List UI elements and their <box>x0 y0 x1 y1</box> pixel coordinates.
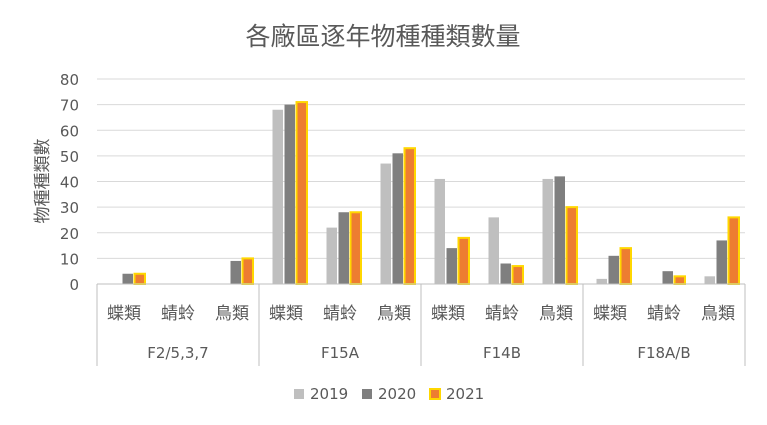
bar <box>434 178 445 284</box>
bar <box>284 104 295 284</box>
bars <box>122 101 740 285</box>
bar <box>619 247 632 285</box>
bar <box>565 206 578 285</box>
bar <box>403 147 416 285</box>
x-group-label: F18A/B <box>637 344 690 362</box>
gridlines <box>97 78 745 259</box>
bar <box>446 248 457 284</box>
legend-swatch <box>429 388 441 400</box>
bar <box>662 271 673 284</box>
y-tick-label: 0 <box>69 276 79 294</box>
bar <box>230 260 241 284</box>
chart-title: 各廠區逐年物種種類數量 <box>245 22 520 51</box>
x-group-label: F15A <box>321 344 360 362</box>
bar <box>272 109 283 284</box>
x-group-label: F14B <box>483 344 521 362</box>
bar <box>295 101 308 285</box>
bar <box>716 240 727 284</box>
x-category-label: 蝶類 <box>593 304 627 324</box>
x-category-label: 鳥類 <box>701 304 735 324</box>
bar <box>122 273 133 284</box>
x-category-label: 蝶類 <box>269 304 303 324</box>
bar <box>673 275 686 285</box>
bar <box>727 216 740 285</box>
legend-swatch <box>362 389 372 399</box>
bar <box>511 265 524 285</box>
legend: 2019 2020 2021 <box>294 385 484 403</box>
y-axis-label: 物種種類數 <box>33 139 53 224</box>
x-category-label: 蝶類 <box>107 304 141 324</box>
y-tick-label: 20 <box>60 225 79 243</box>
bar <box>349 211 362 285</box>
x-category-label: 蜻蛉 <box>323 304 357 324</box>
legend-label: 2019 <box>310 385 348 403</box>
y-tick-label: 40 <box>60 174 79 192</box>
bar <box>338 212 349 284</box>
bar <box>554 176 565 284</box>
bar <box>133 272 146 285</box>
bar <box>380 163 391 284</box>
bar <box>500 263 511 284</box>
bar <box>488 217 499 284</box>
bar <box>608 255 619 284</box>
bar <box>542 178 553 284</box>
legend-label: 2020 <box>378 385 416 403</box>
y-tick-label: 30 <box>60 199 79 217</box>
x-category-label: 鳥類 <box>215 304 249 324</box>
bar <box>457 236 470 285</box>
x-category-label: 蜻蛉 <box>647 304 681 324</box>
x-group-label: F2/5,3,7 <box>147 344 208 362</box>
bar <box>392 153 403 284</box>
bar <box>326 227 337 284</box>
x-category-label: 鳥類 <box>377 304 411 324</box>
x-category-label: 蜻蛉 <box>485 304 519 324</box>
bar <box>596 278 607 284</box>
y-tick-label: 80 <box>60 71 79 89</box>
legend-label: 2021 <box>446 385 484 403</box>
y-axis-ticks: 0 10 20 30 40 50 60 70 80 <box>60 71 79 294</box>
y-tick-label: 70 <box>60 97 79 115</box>
x-category-label: 鳥類 <box>539 304 573 324</box>
bar <box>704 276 715 284</box>
x-category-label: 蝶類 <box>431 304 465 324</box>
y-tick-label: 50 <box>60 148 79 166</box>
legend-swatch <box>294 389 304 399</box>
bar <box>241 257 254 285</box>
x-category-label: 蜻蛉 <box>161 304 195 324</box>
y-tick-label: 60 <box>60 122 79 140</box>
y-tick-label: 10 <box>60 250 79 268</box>
